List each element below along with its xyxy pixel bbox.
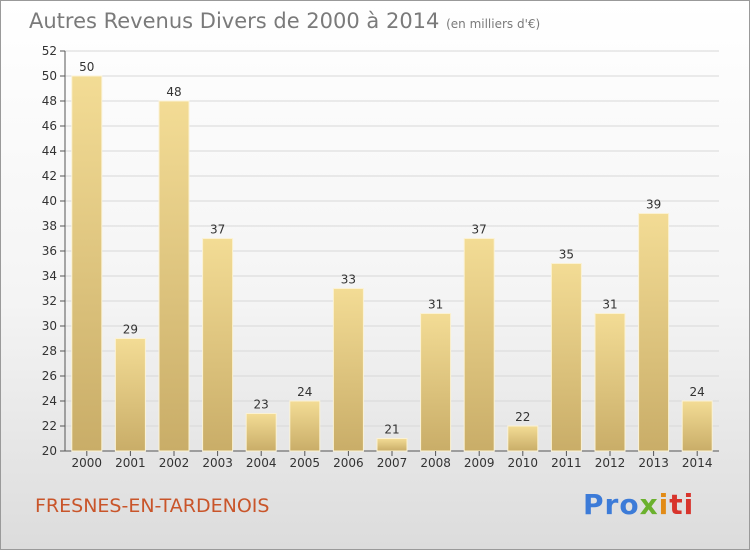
- bar: [594, 313, 626, 452]
- bar: [638, 213, 670, 452]
- proxiti-logo: Proxiti: [583, 488, 695, 521]
- data-label: 24: [297, 385, 312, 399]
- title-text: Autres Revenus Divers de 2000 à 2014: [29, 9, 440, 33]
- y-tick-label: 22: [42, 419, 57, 433]
- bar: [507, 425, 539, 452]
- x-tick-label: 2009: [464, 456, 495, 470]
- x-tick-label: 2010: [508, 456, 539, 470]
- x-tick-label: 2013: [638, 456, 669, 470]
- data-label: 37: [210, 223, 225, 237]
- y-tick-label: 28: [42, 344, 57, 358]
- y-tick-label: 34: [42, 269, 57, 283]
- data-label: 29: [123, 323, 138, 337]
- data-label: 21: [384, 423, 399, 437]
- title-unit: (en milliers d'€): [446, 17, 541, 31]
- x-tick-label: 2007: [377, 456, 408, 470]
- bar: [550, 263, 582, 452]
- x-tick-label: 2001: [115, 456, 146, 470]
- bar: [463, 238, 495, 452]
- y-tick-label: 24: [42, 394, 57, 408]
- data-label: 31: [602, 298, 617, 312]
- x-tick-label: 2000: [72, 456, 103, 470]
- bar: [289, 400, 321, 452]
- bar: [202, 238, 234, 452]
- data-label: 33: [341, 273, 356, 287]
- data-label: 37: [472, 223, 487, 237]
- bar: [420, 313, 452, 452]
- x-tick-label: 2003: [202, 456, 233, 470]
- y-tick-label: 30: [42, 319, 57, 333]
- data-label: 31: [428, 298, 443, 312]
- y-tick-label: 40: [42, 194, 57, 208]
- bar: [71, 75, 103, 452]
- data-label: 22: [515, 410, 530, 424]
- y-tick-label: 38: [42, 219, 57, 233]
- x-tick-label: 2006: [333, 456, 364, 470]
- y-tick-label: 32: [42, 294, 57, 308]
- data-label: 48: [166, 85, 181, 99]
- y-tick-label: 52: [42, 44, 57, 58]
- y-tick-label: 42: [42, 169, 57, 183]
- x-tick-label: 2011: [551, 456, 582, 470]
- x-tick-label: 2005: [290, 456, 321, 470]
- x-tick-label: 2002: [159, 456, 190, 470]
- bar: [158, 100, 190, 452]
- data-label: 23: [254, 398, 269, 412]
- y-tick-label: 26: [42, 369, 57, 383]
- y-tick-label: 44: [42, 144, 57, 158]
- x-tick-label: 2014: [682, 456, 713, 470]
- bar: [332, 288, 364, 452]
- data-label: 35: [559, 248, 574, 262]
- y-tick-label: 20: [42, 444, 57, 458]
- bar: [245, 413, 277, 452]
- place-name: FRESNES-EN-TARDENOIS: [35, 495, 270, 517]
- bar: [681, 400, 713, 452]
- data-label: 24: [690, 385, 705, 399]
- y-tick-label: 46: [42, 119, 57, 133]
- x-tick-label: 2004: [246, 456, 277, 470]
- bar: [376, 438, 408, 452]
- y-tick-label: 36: [42, 244, 57, 258]
- y-tick-label: 48: [42, 94, 57, 108]
- chart-title: Autres Revenus Divers de 2000 à 2014 (en…: [29, 9, 540, 33]
- x-tick-label: 2008: [420, 456, 451, 470]
- y-tick-label: 50: [42, 69, 57, 83]
- bar: [114, 338, 146, 452]
- data-label: 50: [79, 60, 94, 74]
- x-tick-label: 2012: [595, 456, 626, 470]
- data-label: 39: [646, 198, 661, 212]
